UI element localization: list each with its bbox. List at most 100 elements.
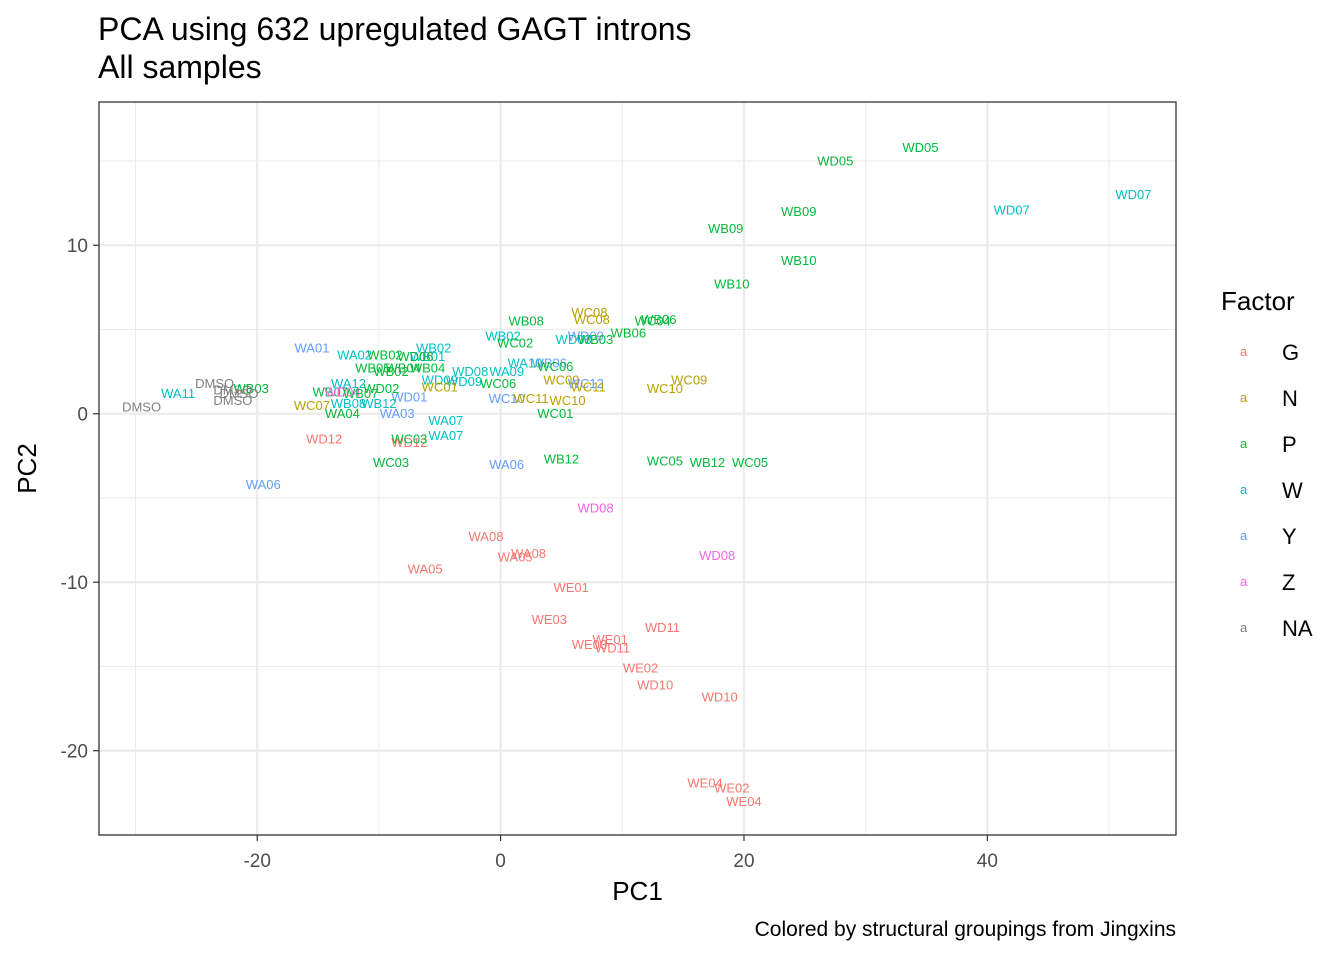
data-point-label: WB03 xyxy=(578,332,613,347)
y-tick-label: 10 xyxy=(67,236,88,257)
data-point-label: WC01 xyxy=(422,379,458,394)
data-point-label: WC12 xyxy=(568,376,604,391)
data-point-label: WA12 xyxy=(331,376,366,391)
data-point-label: WB07 xyxy=(343,386,378,401)
data-point-label: WA02 xyxy=(337,347,372,362)
data-point-label: WC09 xyxy=(543,373,579,388)
data-point-label: WB06 xyxy=(611,325,646,340)
data-point-label: WB04 xyxy=(386,361,421,376)
data-point-label: WD09 xyxy=(446,374,482,389)
data-point-label: WC10 xyxy=(647,381,683,396)
data-point-label: WD05 xyxy=(817,153,853,168)
data-point-label: WC08 xyxy=(574,312,610,327)
data-point-label: WD11 xyxy=(595,640,630,655)
data-point-label: WD02 xyxy=(363,381,399,396)
data-point-label: WB09 xyxy=(781,204,816,219)
legend-label: G xyxy=(1282,340,1300,365)
data-point-label: WA05 xyxy=(408,561,443,576)
legend-key: a xyxy=(1240,390,1248,405)
data-point-label: WD10 xyxy=(637,678,673,693)
data-point-label: WC11 xyxy=(571,379,606,394)
data-point-label: WE01 xyxy=(553,580,588,595)
data-point-label: WC06 xyxy=(537,359,573,374)
data-point-label: WD07 xyxy=(994,202,1030,217)
chart-title-line-1: PCA using 632 upregulated GAGT introns xyxy=(98,11,692,47)
data-point-label: DMSO xyxy=(219,386,258,401)
data-point-label: WB08 xyxy=(331,396,366,411)
legend-label: N xyxy=(1282,386,1298,411)
data-point-label: WD01 xyxy=(391,389,427,404)
data-point-label: WA08 xyxy=(511,546,546,561)
data-point-label: WE02 xyxy=(714,780,749,795)
data-point-label: WB02 xyxy=(373,364,408,379)
data-point-label: WD12 xyxy=(306,432,342,447)
data-point-label: WC06 xyxy=(480,376,516,391)
data-point-label: WB02 xyxy=(485,329,520,344)
data-point-label: WE04 xyxy=(687,775,722,790)
data-point-label: WA03 xyxy=(380,406,415,421)
data-point-label: WD09 xyxy=(568,329,604,344)
data-point-label: WC11 xyxy=(513,391,548,406)
data-point-label: WD08 xyxy=(699,548,735,563)
data-point-label: WB10 xyxy=(781,253,816,268)
data-point-label: WC09 xyxy=(671,373,707,388)
data-point-label: DMSO xyxy=(213,393,252,408)
data-point-label: WD09 xyxy=(422,373,458,388)
data-point-label: WB03 xyxy=(233,381,268,396)
legend-label: W xyxy=(1282,478,1303,503)
data-point-label: WA06 xyxy=(489,457,524,472)
chart-title-line-2: All samples xyxy=(98,49,262,85)
data-point-label: WD03 xyxy=(556,332,592,347)
data-point-label: WC05 xyxy=(732,455,768,470)
chart-caption: Colored by structural groupings from Jin… xyxy=(754,918,1176,941)
data-point-label: WB08 xyxy=(508,314,543,329)
legend-label: Y xyxy=(1282,524,1297,549)
data-point-label: WB04 xyxy=(410,361,445,376)
data-point-label: WB12 xyxy=(690,455,725,470)
legend-label: P xyxy=(1282,432,1297,457)
data-point-label: WC03 xyxy=(391,432,427,447)
y-tick-label: -10 xyxy=(61,573,88,594)
data-point-label: WD08 xyxy=(577,501,613,516)
data-point-label: WC02 xyxy=(497,335,533,350)
x-tick-label: 40 xyxy=(977,851,998,872)
data-point-label: WE03 xyxy=(572,637,607,652)
x-tick-label: -20 xyxy=(243,851,270,872)
data-point-label: WA11 xyxy=(161,386,195,401)
x-axis-title: PC1 xyxy=(612,876,663,906)
y-tick-label: 0 xyxy=(77,405,88,426)
data-point-label: WC05 xyxy=(647,453,683,468)
data-point-label: WD04 xyxy=(324,384,360,399)
data-point-label: WC03 xyxy=(373,455,409,470)
data-point-label: WD11 xyxy=(645,620,680,635)
data-point-label: WA10 xyxy=(507,356,542,371)
legend-key: a xyxy=(1240,344,1248,359)
data-point-label: WB01 xyxy=(410,349,445,364)
x-tick-label: 20 xyxy=(733,851,754,872)
data-point-label: WC10 xyxy=(489,391,525,406)
data-point-label: WB09 xyxy=(708,221,743,236)
panel-border xyxy=(98,101,1177,836)
plot-panel xyxy=(99,102,1176,835)
data-point-label: WA01 xyxy=(295,341,330,356)
data-point-label: DMSO xyxy=(195,376,234,391)
data-point-label: WA08 xyxy=(469,529,504,544)
data-point-label: WC01 xyxy=(537,406,573,421)
data-point-label: DMSO xyxy=(122,399,161,414)
data-point-label: WB12 xyxy=(361,396,396,411)
data-point-label: WA07 xyxy=(428,428,463,443)
data-point-label: WB05 xyxy=(355,361,390,376)
data-point-label: WA07 xyxy=(428,413,463,428)
legend-label: Z xyxy=(1282,570,1296,595)
data-point-label: WB12 xyxy=(544,452,579,467)
data-point-label: WE02 xyxy=(623,661,658,676)
data-point-label: WB06 xyxy=(532,356,567,371)
y-axis-title: PC2 xyxy=(12,443,42,494)
data-point-label: WD12 xyxy=(391,435,427,450)
data-point-label: WA04 xyxy=(325,406,360,421)
data-point-label: WC10 xyxy=(549,393,585,408)
data-point-label: WD08 xyxy=(452,364,488,379)
data-point-label: WE03 xyxy=(532,612,567,627)
data-point-label: WB07 xyxy=(313,384,348,399)
